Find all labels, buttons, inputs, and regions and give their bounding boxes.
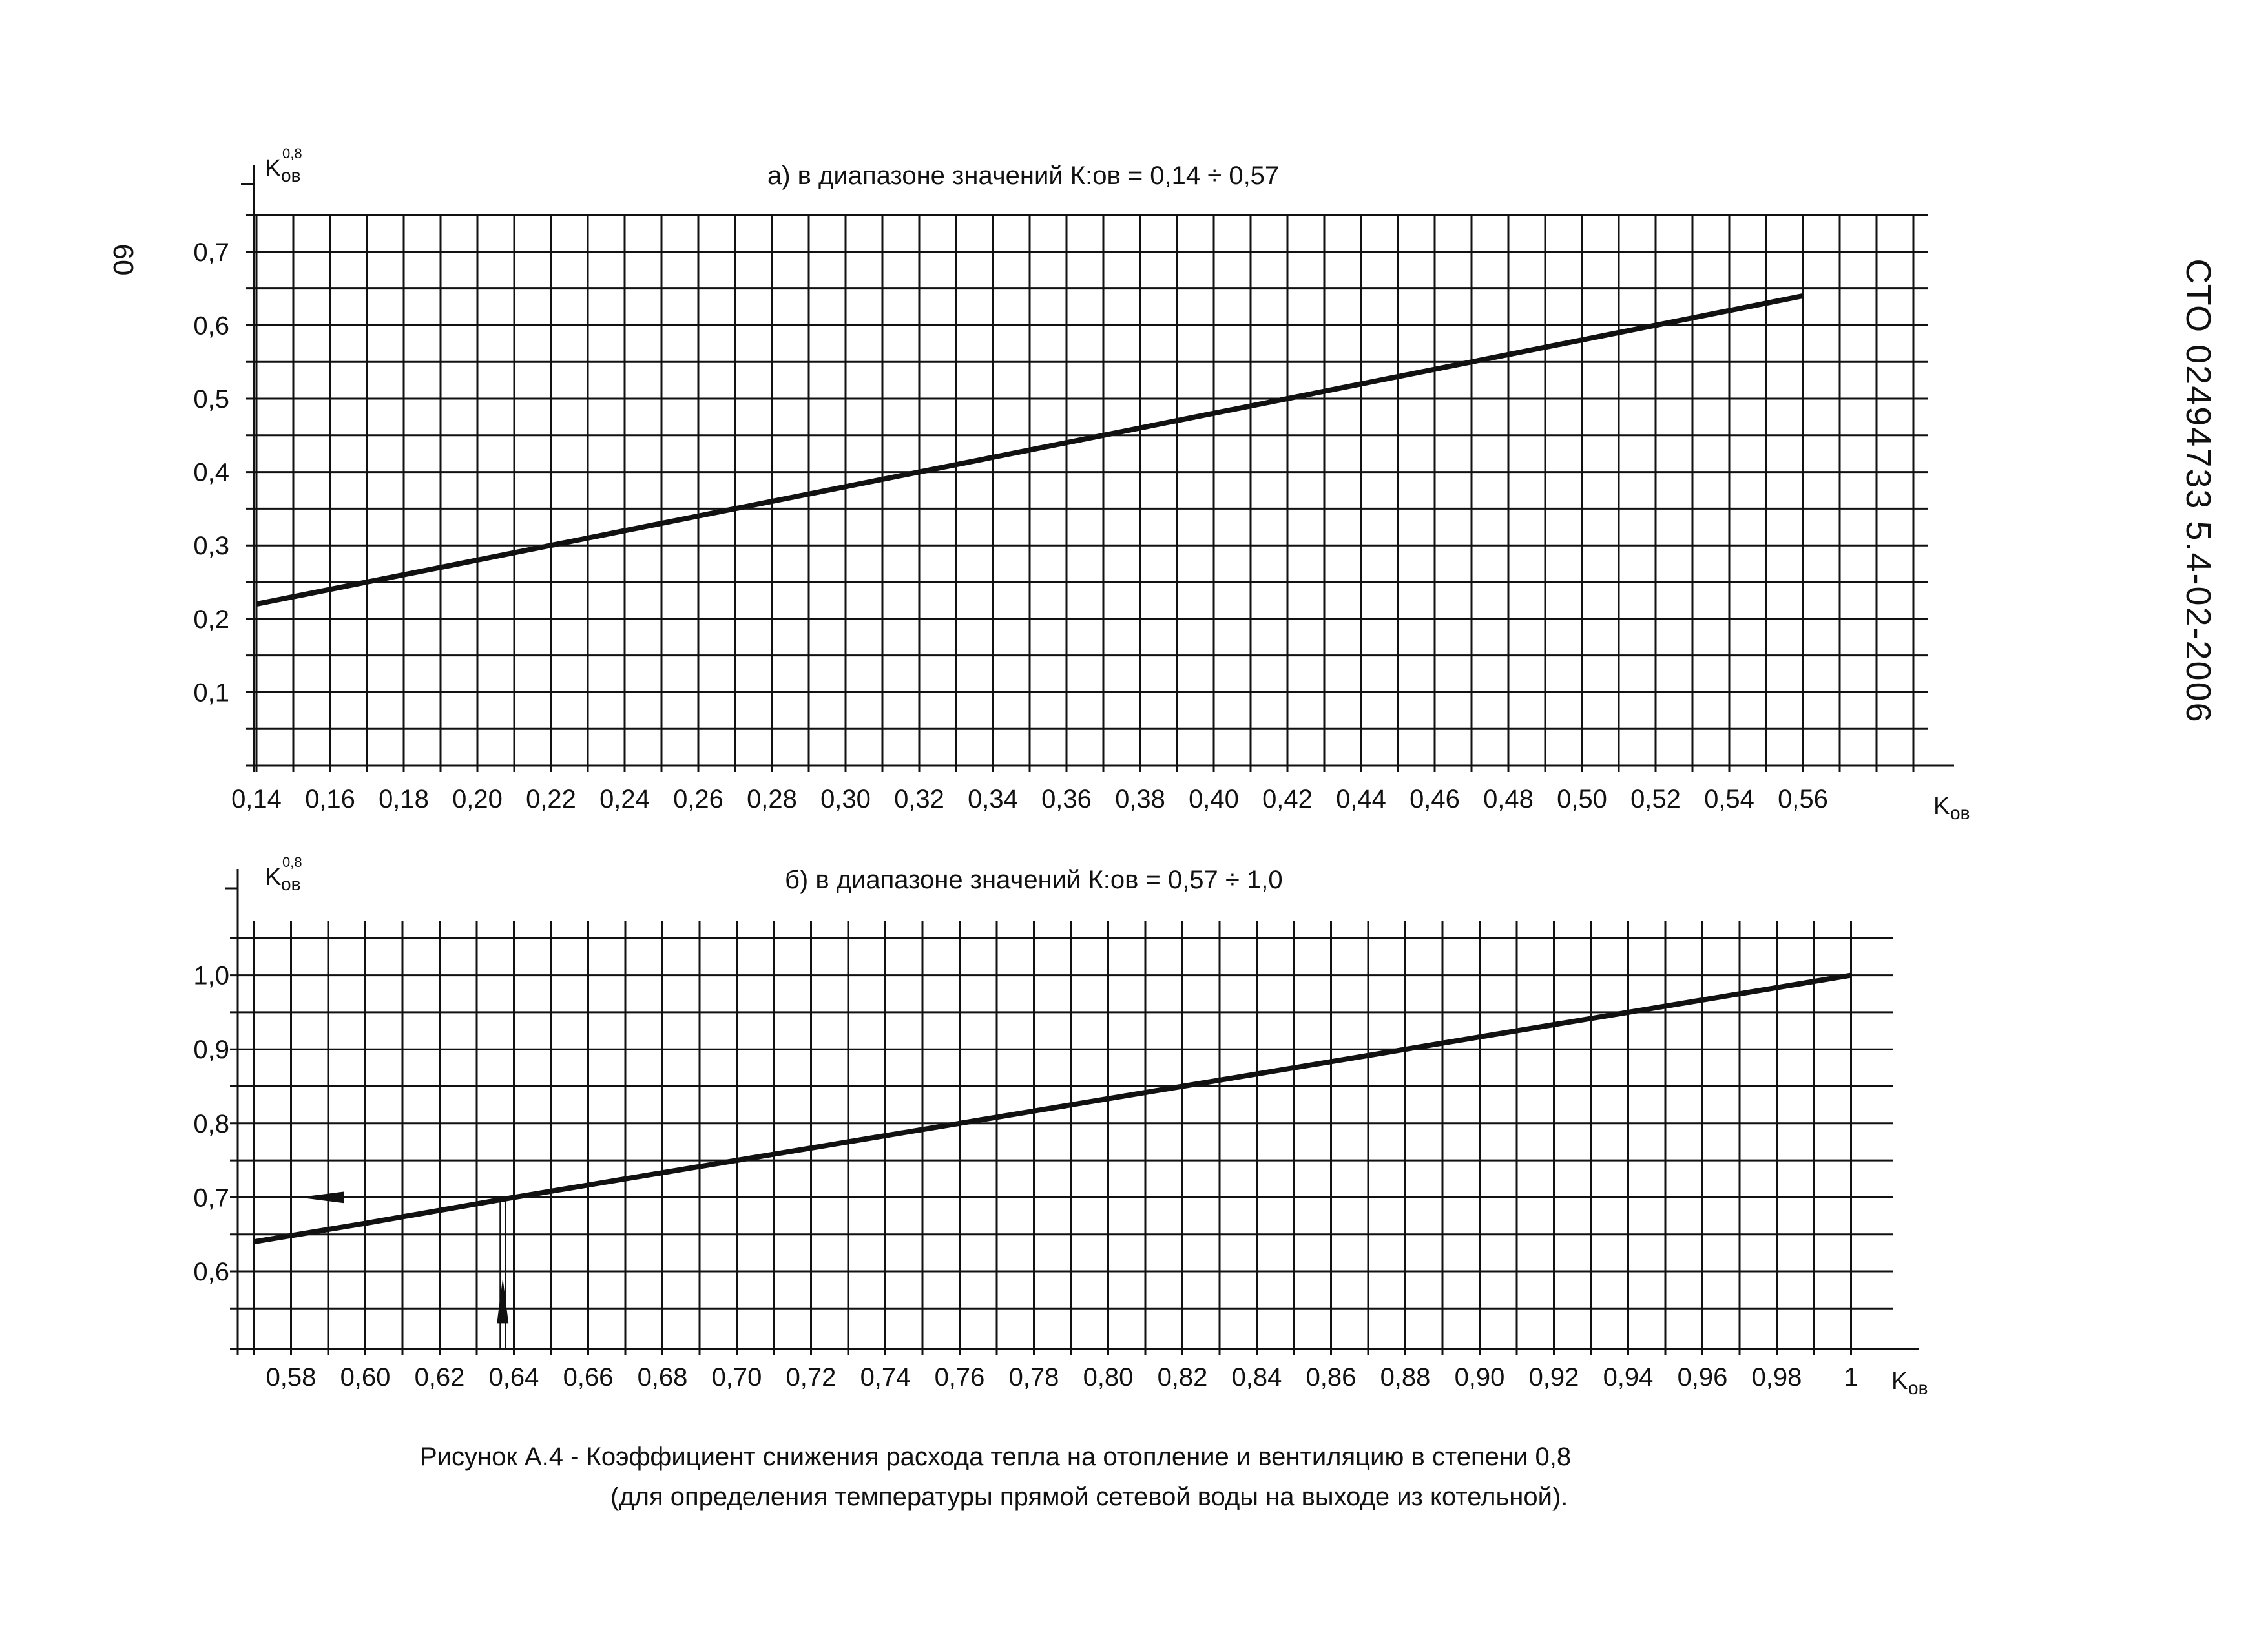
series-line	[256, 293, 1804, 607]
x-axis-label: K	[1933, 793, 1950, 820]
x-tick-label: 0,42	[1262, 785, 1313, 813]
x-tick-label: 0,20	[452, 785, 503, 813]
y-tick-label: 1,0	[193, 962, 229, 990]
y-tick-label: 0,6	[193, 1258, 229, 1286]
y-tick-label: 0,2	[193, 605, 229, 634]
x-tick-label: 0,28	[747, 785, 797, 813]
x-axis-label-subscript: ов	[1908, 1378, 1928, 1398]
y-axis-label-subscript: ов	[281, 874, 300, 894]
x-tick-label: 0,52	[1630, 785, 1681, 813]
x-tick-label: 0,32	[894, 785, 944, 813]
x-tick-label: 0,88	[1380, 1363, 1431, 1392]
y-axis-label-superscript: 0,8	[282, 854, 302, 870]
y-tick-label: 0,7	[193, 1184, 229, 1212]
x-tick-label: 0,86	[1306, 1363, 1357, 1392]
x-tick-label: 0,74	[860, 1363, 911, 1392]
x-tick-label: 0,98	[1752, 1363, 1802, 1392]
document-code: СТО 02494733 5.4-02-2006	[2179, 258, 2218, 723]
figure-caption-line-1: Рисунок А.4 - Коэффициент снижения расхо…	[420, 1443, 1571, 1471]
x-tick-label: 1	[1844, 1363, 1858, 1392]
x-tick-label: 0,96	[1678, 1363, 1728, 1392]
y-axis-label-superscript: 0,8	[282, 145, 302, 162]
x-tick-label: 0,36	[1041, 785, 1092, 813]
y-tick-label: 0,5	[193, 385, 229, 413]
x-tick-label: 0,70	[712, 1363, 762, 1392]
x-tick-label: 0,92	[1529, 1363, 1579, 1392]
chart-title: а) в диапазоне значений К:ов = 0,14 ÷ 0,…	[767, 162, 1279, 190]
x-tick-label: 0,82	[1158, 1363, 1208, 1392]
y-tick-label: 0,7	[193, 238, 229, 267]
x-tick-label: 0,68	[638, 1363, 688, 1392]
y-axis-label: K	[265, 864, 281, 891]
x-tick-label: 0,14	[231, 785, 282, 813]
chart-b: 0,58 0,60 0,62 0,64 0,66 0,68 0,70 0,72 0,74 0,76…	[193, 854, 1928, 1398]
x-tick-label: 0,26	[673, 785, 723, 813]
x-tick-label: 0,64	[489, 1363, 539, 1392]
x-tick-label: 0,54	[1704, 785, 1754, 813]
y-axis-label: K	[265, 155, 281, 182]
y-tick-label: 0,6	[193, 311, 229, 340]
x-tick-label: 0,44	[1336, 785, 1386, 813]
x-axis-label-subscript: ов	[1950, 803, 1970, 823]
x-tick-label: 0,46	[1410, 785, 1460, 813]
x-tick-label: 0,66	[563, 1363, 614, 1392]
x-tick-label: 0,18	[379, 785, 429, 813]
x-tick-label: 0,48	[1483, 785, 1534, 813]
x-tick-label: 0,62	[415, 1363, 465, 1392]
x-tick-label: 0,78	[1009, 1363, 1059, 1392]
x-tick-label: 0,30	[820, 785, 871, 813]
y-tick-label: 0,4	[193, 459, 229, 487]
page-number: 60	[107, 244, 139, 276]
x-tick-label: 0,56	[1778, 785, 1828, 813]
example-left-arrow	[299, 1191, 344, 1204]
x-tick-label: 0,90	[1455, 1363, 1505, 1392]
x-tick-label: 0,76	[935, 1363, 985, 1392]
x-tick-label: 0,60	[340, 1363, 391, 1392]
series-line	[253, 972, 1852, 1245]
x-tick-label: 0,24	[599, 785, 650, 813]
x-tick-label: 0,84	[1232, 1363, 1282, 1392]
x-tick-label: 0,34	[968, 785, 1018, 813]
y-tick-label: 0,8	[193, 1110, 229, 1138]
x-tick-label: 0,94	[1603, 1363, 1654, 1392]
y-tick-label: 0,1	[193, 678, 229, 707]
figure-caption-line-2: (для определения температуры прямой сете…	[610, 1483, 1568, 1511]
x-tick-label: 0,38	[1115, 785, 1165, 813]
x-tick-label: 0,22	[526, 785, 576, 813]
x-tick-label: 0,80	[1083, 1363, 1134, 1392]
y-tick-label: 0,9	[193, 1036, 229, 1064]
x-tick-label: 0,50	[1557, 785, 1607, 813]
example-up-arrow	[497, 1278, 509, 1324]
x-tick-label: 0,16	[305, 785, 355, 813]
x-tick-label: 0,40	[1189, 785, 1239, 813]
x-tick-label: 0,72	[786, 1363, 837, 1392]
x-axis-label: K	[1891, 1368, 1908, 1395]
chart-a: 0,14 0,16 0,18 0,20 0,22 0,24 0,26 0,28 0,30 0,32…	[193, 145, 1970, 823]
y-axis-label-subscript: ов	[281, 165, 300, 185]
x-tick-label: 0,58	[266, 1363, 317, 1392]
chart-title: б) в диапазоне значений К:ов = 0,57 ÷ 1,…	[785, 866, 1283, 894]
y-tick-label: 0,3	[193, 532, 229, 560]
